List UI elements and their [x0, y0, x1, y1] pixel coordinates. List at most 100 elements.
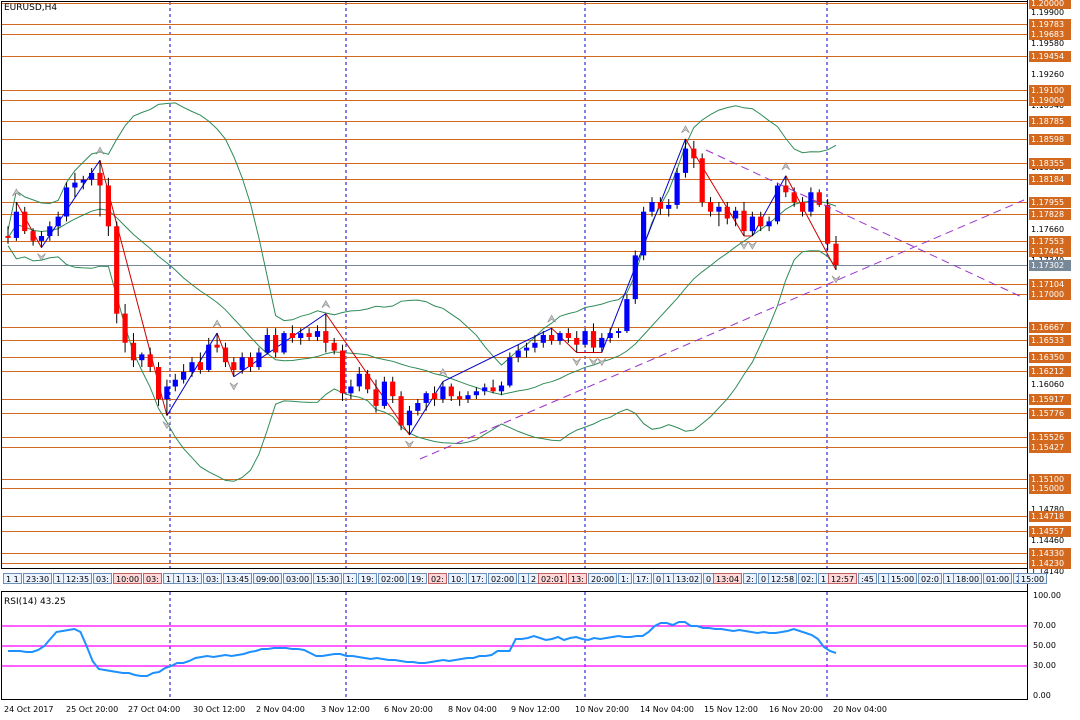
level-tag: 1.17828	[1029, 209, 1071, 220]
candle-body	[306, 333, 312, 337]
session-time-box: 03:00	[283, 573, 313, 584]
candle-body	[55, 216, 61, 227]
candle-body	[130, 342, 137, 361]
date-tick: 15 Nov 12:00	[704, 705, 758, 714]
candle-body	[532, 342, 538, 348]
session-time-box: 1:	[618, 573, 632, 584]
candle-body	[549, 335, 555, 341]
bollinger-middle	[7, 200, 837, 396]
fractal-down-icon	[748, 241, 757, 250]
candle-body	[323, 331, 329, 343]
level-tag: 1.15776	[1029, 408, 1071, 419]
candle-body	[783, 185, 789, 193]
session-time-box: 02:00	[378, 573, 408, 584]
candle-body	[264, 335, 270, 353]
candle-body	[733, 210, 739, 219]
candle-body	[248, 357, 254, 367]
level-tag: 1.18184	[1029, 174, 1071, 185]
candle-body	[189, 362, 195, 372]
level-tag: 1.15917	[1029, 394, 1071, 405]
candle-body	[674, 172, 680, 205]
session-time-box: 02:01	[538, 573, 568, 584]
date-tick: 25 Oct 20:00	[66, 705, 119, 714]
price-tick: 1.17660	[1031, 225, 1065, 235]
level-tag: 1.16350	[1029, 352, 1071, 363]
candle-body	[231, 362, 237, 370]
session-time-box: 12:58	[768, 573, 798, 584]
candle-body	[214, 344, 220, 348]
candle-body	[565, 333, 571, 338]
candle-body	[432, 393, 438, 399]
candle-body	[5, 236, 11, 238]
candle-body	[348, 386, 354, 394]
fractal-down-icon	[572, 358, 581, 367]
candle-body	[406, 410, 413, 426]
candle-body	[222, 347, 229, 363]
candle-body	[774, 185, 781, 222]
symbol-label: EURUSD,H4	[4, 3, 58, 13]
bollinger-bands	[7, 102, 837, 482]
level-tag: 1.17104	[1029, 279, 1071, 290]
candle-body	[590, 331, 597, 348]
candle-body	[724, 206, 730, 219]
candle-body	[80, 179, 86, 183]
zigzag-segment	[15, 201, 42, 248]
fractal-down-icon	[597, 358, 607, 367]
candle-body	[599, 337, 605, 348]
price-tick: 1.19580	[1031, 38, 1065, 48]
candle-body	[172, 379, 178, 387]
session-time-box: 10:00	[113, 573, 143, 584]
candle-body	[415, 403, 421, 411]
fractal-up-icon	[547, 314, 556, 323]
candle-body	[682, 148, 689, 173]
date-tick: 24 Oct 2017	[4, 705, 54, 714]
level-tag: 1.17955	[1029, 197, 1071, 208]
candle-body	[691, 148, 697, 159]
candle-body	[816, 192, 822, 205]
level-tag: 1.19454	[1029, 51, 1071, 62]
candle-body	[657, 202, 663, 209]
candle-body	[30, 231, 36, 241]
level-tag: 1.16667	[1029, 322, 1071, 333]
date-tick: 9 Nov 12:00	[511, 705, 560, 714]
level-tag: 1.14718	[1029, 511, 1071, 522]
session-time-box: 12:57	[828, 573, 858, 584]
trendlines	[419, 149, 1025, 460]
candle-body	[390, 381, 396, 397]
candle-body	[314, 331, 321, 337]
session-time-box: 15:30	[313, 573, 343, 584]
candle-body	[833, 243, 839, 266]
candle-body	[181, 371, 187, 380]
price-tick: 1.19900	[1031, 7, 1065, 17]
candle-body	[340, 350, 346, 394]
level-tag: 1.19783	[1029, 19, 1071, 30]
candle-body	[791, 192, 797, 202]
candle-body	[156, 367, 162, 399]
session-time-box: :45	[858, 573, 877, 584]
candle-body	[298, 333, 304, 338]
fractal-down-icon	[37, 253, 46, 262]
session-time-box: 03:	[143, 573, 162, 584]
fractal-down-icon	[162, 421, 172, 430]
candle-body	[13, 211, 19, 238]
candle-body	[122, 313, 128, 343]
session-time-box: 12:35	[63, 573, 93, 584]
candle-body	[699, 158, 705, 202]
level-tag: 1.16533	[1029, 335, 1071, 346]
candle-body	[473, 391, 479, 396]
date-tick: 30 Oct 12:00	[193, 705, 246, 714]
session-time-box: 03:	[203, 573, 222, 584]
fractal-up-icon	[212, 319, 222, 328]
candle-body	[800, 202, 806, 212]
support-trendline	[419, 199, 1025, 460]
session-time-box: 20:00	[588, 573, 618, 584]
session-time-box: 19:	[408, 573, 427, 584]
candle-body	[741, 210, 747, 232]
session-time-box: 19:	[358, 573, 377, 584]
horizontal-levels	[2, 3, 1027, 564]
date-tick: 27 Oct 04:00	[128, 705, 181, 714]
candle-body	[540, 335, 546, 343]
level-tag: 1.17553	[1029, 236, 1071, 247]
